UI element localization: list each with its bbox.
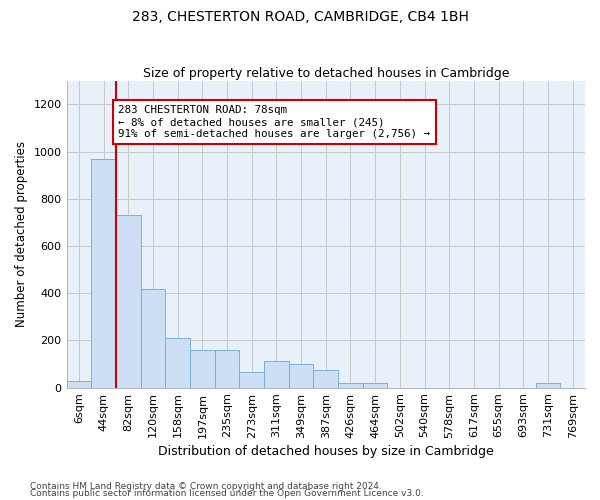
Bar — [165, 338, 190, 388]
Bar — [239, 372, 264, 388]
Bar — [190, 350, 215, 388]
Bar — [264, 360, 289, 388]
Bar — [140, 288, 165, 388]
Text: Contains HM Land Registry data © Crown copyright and database right 2024.: Contains HM Land Registry data © Crown c… — [30, 482, 382, 491]
Text: Contains public sector information licensed under the Open Government Licence v3: Contains public sector information licen… — [30, 490, 424, 498]
Bar — [363, 383, 388, 388]
Bar — [289, 364, 313, 388]
Bar — [338, 383, 363, 388]
Bar — [116, 216, 140, 388]
Y-axis label: Number of detached properties: Number of detached properties — [15, 141, 28, 327]
Bar — [313, 370, 338, 388]
Bar — [67, 380, 91, 388]
Title: Size of property relative to detached houses in Cambridge: Size of property relative to detached ho… — [143, 66, 509, 80]
X-axis label: Distribution of detached houses by size in Cambridge: Distribution of detached houses by size … — [158, 444, 494, 458]
Text: 283 CHESTERTON ROAD: 78sqm
← 8% of detached houses are smaller (245)
91% of semi: 283 CHESTERTON ROAD: 78sqm ← 8% of detac… — [118, 106, 430, 138]
Text: 283, CHESTERTON ROAD, CAMBRIDGE, CB4 1BH: 283, CHESTERTON ROAD, CAMBRIDGE, CB4 1BH — [131, 10, 469, 24]
Bar — [536, 383, 560, 388]
Bar — [91, 158, 116, 388]
Bar — [215, 350, 239, 388]
